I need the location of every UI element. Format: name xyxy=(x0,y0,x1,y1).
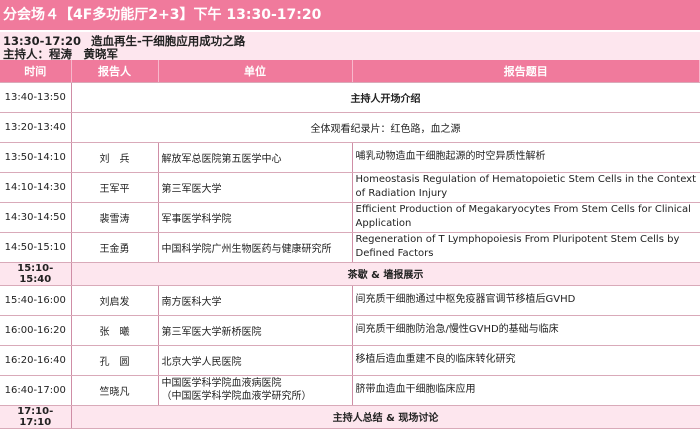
session-item: 主持人总结 & 现场讨论 xyxy=(71,405,700,429)
topic-cell: Homeostasis Regulation of Hematopoietic … xyxy=(352,172,700,203)
speaker-cell: 裴雪涛 xyxy=(71,202,159,233)
unit-cell: 北京大学人民医院 xyxy=(158,345,353,376)
speaker-cell: 张 曦 xyxy=(71,315,159,346)
table-row: 13:20-13:40 全体观看纪录片：红色路，血之源 xyxy=(0,112,700,143)
topic-cell: Efficient Production of Megakaryocytes F… xyxy=(352,202,700,233)
table-row: 13:40-13:50 主持人开场介绍 xyxy=(0,82,700,113)
topic-cell: Regeneration of T Lymphopoiesis From Plu… xyxy=(352,232,700,263)
table-row: 16:40-17:00 竺晓凡 中国医学科学院血液病医院 （中国医学科学院血液学研究… xyxy=(0,375,700,406)
time-cell: 14:30-14:50 xyxy=(0,202,72,233)
unit-cell: 第三军医大学新桥医院 xyxy=(158,315,353,346)
topic-cell: 移植后造血重建不良的临床转化研究 xyxy=(352,345,700,376)
time-cell: 15:10-15:40 xyxy=(0,262,72,286)
unit-cell: 中国医学科学院血液病医院 （中国医学科学院血液学研究所） xyxy=(158,375,353,406)
time-cell: 16:40-17:00 xyxy=(0,375,72,406)
topic-cell: 脐带血造血干细胞临床应用 xyxy=(352,375,700,406)
table-row: 14:30-14:50 裴雪涛 军事医学科学院 Efficient Productio… xyxy=(0,202,700,233)
header-topic: 报告题目 xyxy=(352,60,700,83)
speaker-cell: 竺晓凡 xyxy=(71,375,159,406)
time-cell: 13:50-14:10 xyxy=(0,142,72,173)
session-info: 13:30-17:20 造血再生-干细胞应用成功之路 主持人：程涛 黄晓军 xyxy=(0,32,700,61)
break-row: 15:10-15:40 茶歇 & 墙报展示 xyxy=(0,262,700,286)
topic-cell: 间充质干细胞防治急/慢性GVHD的基础与临床 xyxy=(352,315,700,346)
table-row: 15:40-16:00 刘启发 南方医科大学 间充质干细胞通过中枢免疫器官调节移植后G… xyxy=(0,285,700,316)
session-time: 13:30-17:20 xyxy=(3,34,81,48)
session-item: 主持人开场介绍 xyxy=(71,82,700,113)
table-row: 16:20-16:40 孔 圆北京大学人民医院 移植后造血重建不良的临床转化研究 xyxy=(0,345,700,376)
time-cell: 13:20-13:40 xyxy=(0,112,72,143)
unit-cell: 南方医科大学 xyxy=(158,285,353,316)
time-cell: 16:20-16:40 xyxy=(0,345,72,376)
unit-cell: 第三军医大学 xyxy=(158,172,353,203)
unit-cell: 解放军总医院第五医学中心 xyxy=(158,142,353,173)
header-speaker: 报告人 xyxy=(71,60,159,83)
session-item: 茶歇 & 墙报展示 xyxy=(71,262,700,286)
time-cell: 14:50-15:10 xyxy=(0,232,72,263)
speaker-cell: 王金勇 xyxy=(71,232,159,263)
time-cell: 15:40-16:00 xyxy=(0,285,72,316)
break-row: 17:10-17:10 主持人总结 & 现场讨论 xyxy=(0,405,700,429)
unit-cell: 军事医学科学院 xyxy=(158,202,353,233)
speaker-cell: 刘启发 xyxy=(71,285,159,316)
speaker-cell: 刘 兵 xyxy=(71,142,159,173)
table-row: 14:10-14:30 王军平 第三军医大学 Homeostasis Regulati… xyxy=(0,172,700,203)
table-row: 14:50-15:10 王金勇 中国科学院广州生物医药与健康研究所 Regenerat… xyxy=(0,232,700,263)
time-cell: 16:00-16:20 xyxy=(0,315,72,346)
time-cell: 17:10-17:10 xyxy=(0,405,72,429)
session-name: 造血再生-干细胞应用成功之路 xyxy=(90,34,246,48)
speaker-cell: 王军平 xyxy=(71,172,159,203)
schedule-table: 时间 报告人 单位 报告题目 13:40-13:50 主持人开场介绍 13:20-1… xyxy=(0,60,700,429)
table-row: 16:00-16:20 张 曦第三军医大学新桥医院 间充质干细胞防治急/慢性GVHD… xyxy=(0,315,700,346)
table-row: 13:50-14:10 刘 兵解放军总医院第五医学中心 哺乳动物造血干细胞起源的时空… xyxy=(0,142,700,173)
time-cell: 13:40-13:50 xyxy=(0,82,72,113)
session-hosts: 主持人：程涛 黄晓军 xyxy=(3,47,118,61)
header-time: 时间 xyxy=(0,60,72,83)
topic-cell: 哺乳动物造血干细胞起源的时空异质性解析 xyxy=(352,142,700,173)
time-cell: 14:10-14:30 xyxy=(0,172,72,203)
session-title: 分会场４【4F多功能厅2+3】下午 13:30-17:20 xyxy=(0,0,700,32)
topic-cell: 间充质干细胞通过中枢免疫器官调节移植后GVHD xyxy=(352,285,700,316)
session-item: 全体观看纪录片：红色路，血之源 xyxy=(71,112,700,143)
unit-cell: 中国科学院广州生物医药与健康研究所 xyxy=(158,232,353,263)
speaker-cell: 孔 圆 xyxy=(71,345,159,376)
header-unit: 单位 xyxy=(158,60,353,83)
